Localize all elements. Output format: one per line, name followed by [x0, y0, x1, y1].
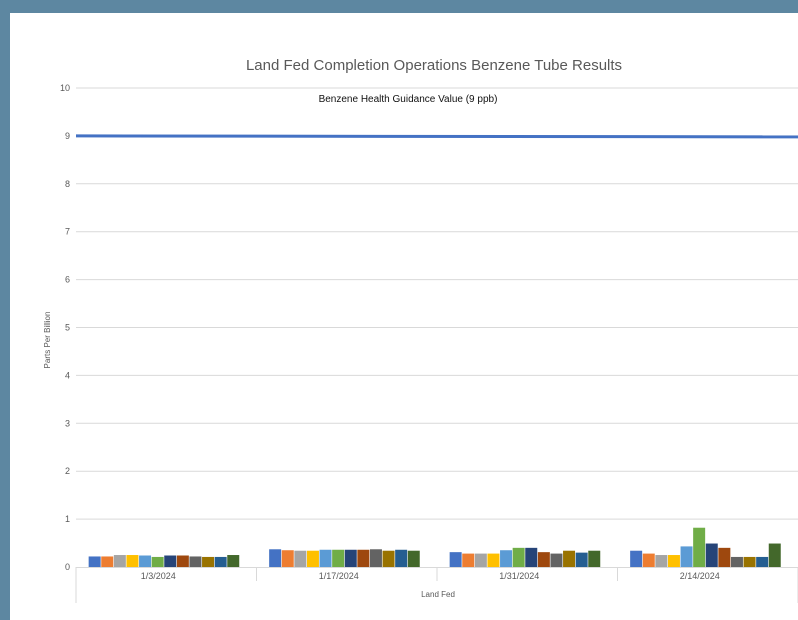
y-tick-label: 3	[65, 418, 70, 428]
bar	[680, 546, 693, 567]
bar	[151, 556, 164, 567]
y-tick-label: 9	[65, 131, 70, 141]
bar	[139, 555, 152, 567]
bar	[550, 553, 563, 567]
bar	[705, 543, 718, 567]
bar	[500, 550, 513, 567]
bar	[382, 550, 395, 567]
bar	[227, 555, 240, 567]
bar	[537, 552, 550, 567]
bar	[693, 527, 706, 567]
reference-line	[75, 134, 798, 139]
y-axis-title: Parts Per Billion	[43, 312, 52, 369]
bar	[487, 553, 500, 567]
bar	[730, 556, 743, 567]
x-axis-title: Land Fed	[421, 590, 455, 599]
bar	[718, 547, 731, 567]
y-tick-label: 10	[60, 83, 70, 93]
bar	[294, 550, 307, 567]
bar	[474, 553, 487, 567]
y-tick-label: 8	[65, 179, 70, 189]
x-tick-label: 1/31/2024	[499, 571, 539, 581]
y-tick-label: 6	[65, 275, 70, 285]
bar	[768, 543, 781, 567]
bar	[743, 556, 756, 567]
reference-line-label: Benzene Health Guidance Value (9 ppb)	[319, 94, 498, 105]
bar	[164, 555, 177, 567]
bar	[462, 553, 475, 567]
bar	[344, 549, 357, 567]
bar	[319, 549, 332, 567]
bar	[655, 555, 668, 567]
bar	[126, 555, 139, 567]
bar	[369, 549, 382, 567]
bar	[395, 549, 408, 567]
y-tick-label: 5	[65, 323, 70, 333]
bar	[449, 552, 462, 567]
bar	[357, 549, 370, 567]
x-tick-label: 1/17/2024	[319, 571, 359, 581]
bar	[407, 550, 420, 567]
bar	[512, 547, 525, 567]
bar	[332, 549, 345, 567]
bars	[88, 527, 781, 567]
x-tick-label: 1/3/2024	[141, 571, 176, 581]
y-tick-label: 2	[65, 466, 70, 476]
y-tick-label: 0	[65, 562, 70, 572]
bar	[306, 550, 319, 567]
chart-canvas: Land Fed Completion Operations Benzene T…	[43, 57, 798, 603]
bar	[269, 549, 282, 567]
bar	[281, 550, 294, 567]
bar	[575, 552, 588, 567]
x-tick-labels: 1/3/2024 1/17/2024 1/31/2024 2/14/2024	[141, 571, 720, 581]
bar	[214, 556, 227, 567]
bar	[88, 556, 101, 567]
x-axis	[75, 567, 798, 603]
bar	[202, 556, 215, 567]
bar	[667, 555, 680, 567]
bar	[563, 550, 576, 567]
bar	[189, 556, 202, 567]
y-tick-label: 7	[65, 227, 70, 237]
y-tick-label: 4	[65, 370, 70, 380]
bar	[113, 555, 126, 567]
bar	[101, 556, 114, 567]
chart-title: Land Fed Completion Operations Benzene T…	[246, 57, 622, 74]
bar	[588, 550, 601, 567]
chart-frame: Land Fed Completion Operations Benzene T…	[10, 13, 798, 620]
bar	[525, 547, 538, 567]
gridlines	[76, 87, 798, 520]
y-tick-labels: 0 1 2 3 4 5 6 7 8 9 10	[60, 83, 70, 572]
bar	[176, 555, 189, 567]
bar	[630, 550, 643, 567]
bar	[756, 556, 769, 567]
x-tick-label: 2/14/2024	[680, 571, 720, 581]
y-tick-label: 1	[65, 514, 70, 524]
bar	[642, 553, 655, 567]
